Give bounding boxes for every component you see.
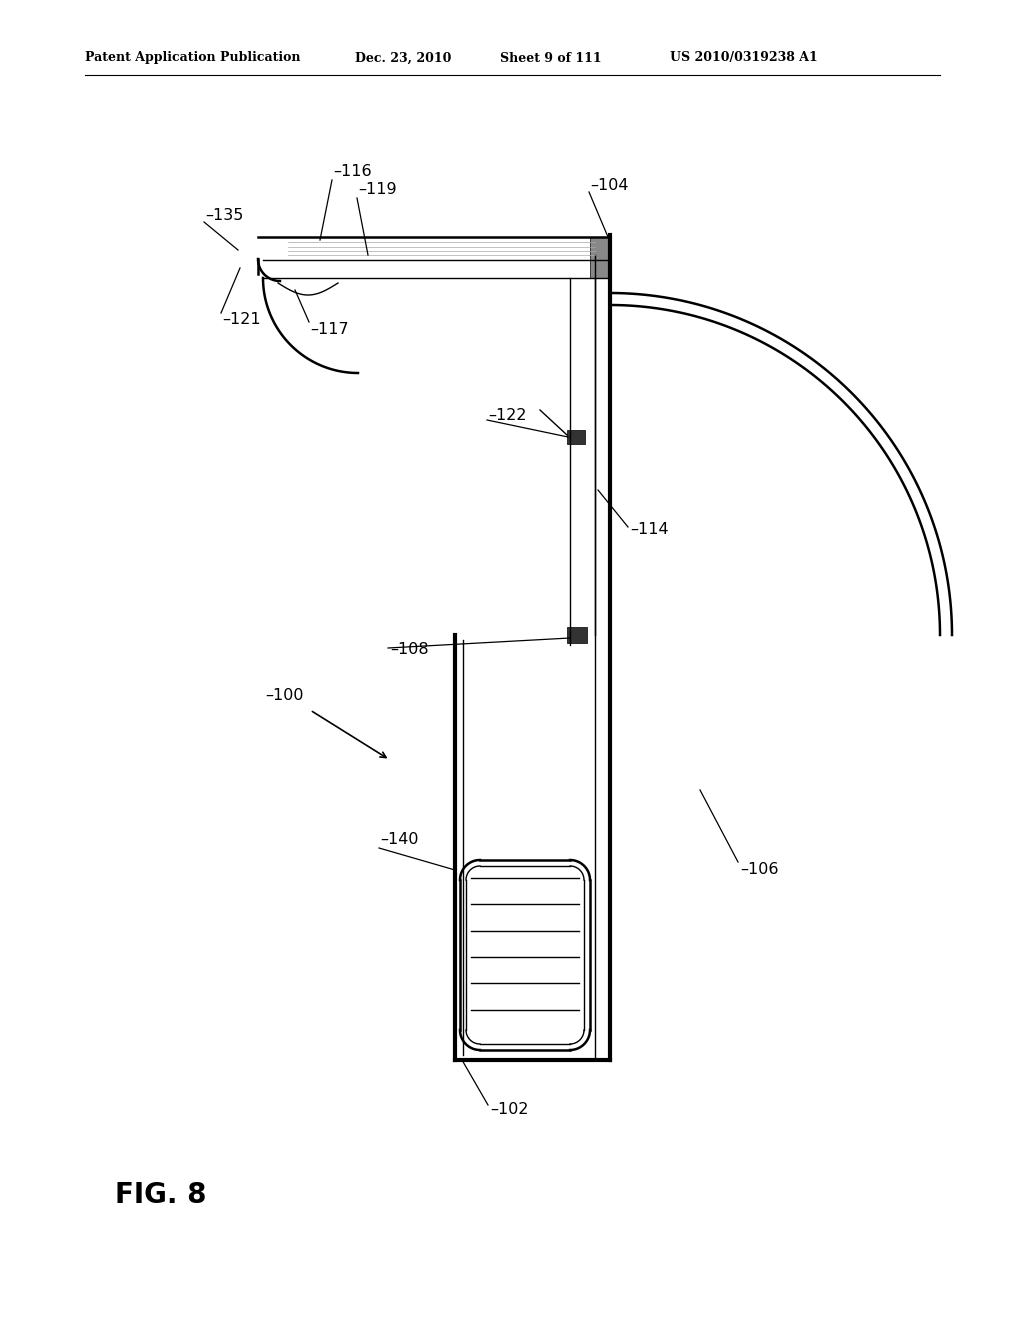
Text: –140: –140 <box>380 833 419 847</box>
Text: Sheet 9 of 111: Sheet 9 of 111 <box>500 51 602 65</box>
Text: –108: –108 <box>390 643 429 657</box>
Text: Dec. 23, 2010: Dec. 23, 2010 <box>355 51 452 65</box>
Text: FIG. 8: FIG. 8 <box>115 1181 207 1209</box>
Text: US 2010/0319238 A1: US 2010/0319238 A1 <box>670 51 818 65</box>
Text: Patent Application Publication: Patent Application Publication <box>85 51 300 65</box>
Text: –122: –122 <box>488 408 526 422</box>
Text: –114: –114 <box>630 523 669 537</box>
Text: –102: –102 <box>490 1102 528 1118</box>
Text: –104: –104 <box>590 177 629 193</box>
Text: –116: –116 <box>333 165 372 180</box>
Text: –119: –119 <box>358 182 396 198</box>
Text: –121: –121 <box>222 313 261 327</box>
Bar <box>567 627 587 643</box>
Bar <box>567 430 585 444</box>
Text: –100: –100 <box>265 688 303 702</box>
Bar <box>590 238 610 279</box>
Text: –117: –117 <box>310 322 348 338</box>
Text: –106: –106 <box>740 862 778 878</box>
Text: –135: –135 <box>205 207 244 223</box>
